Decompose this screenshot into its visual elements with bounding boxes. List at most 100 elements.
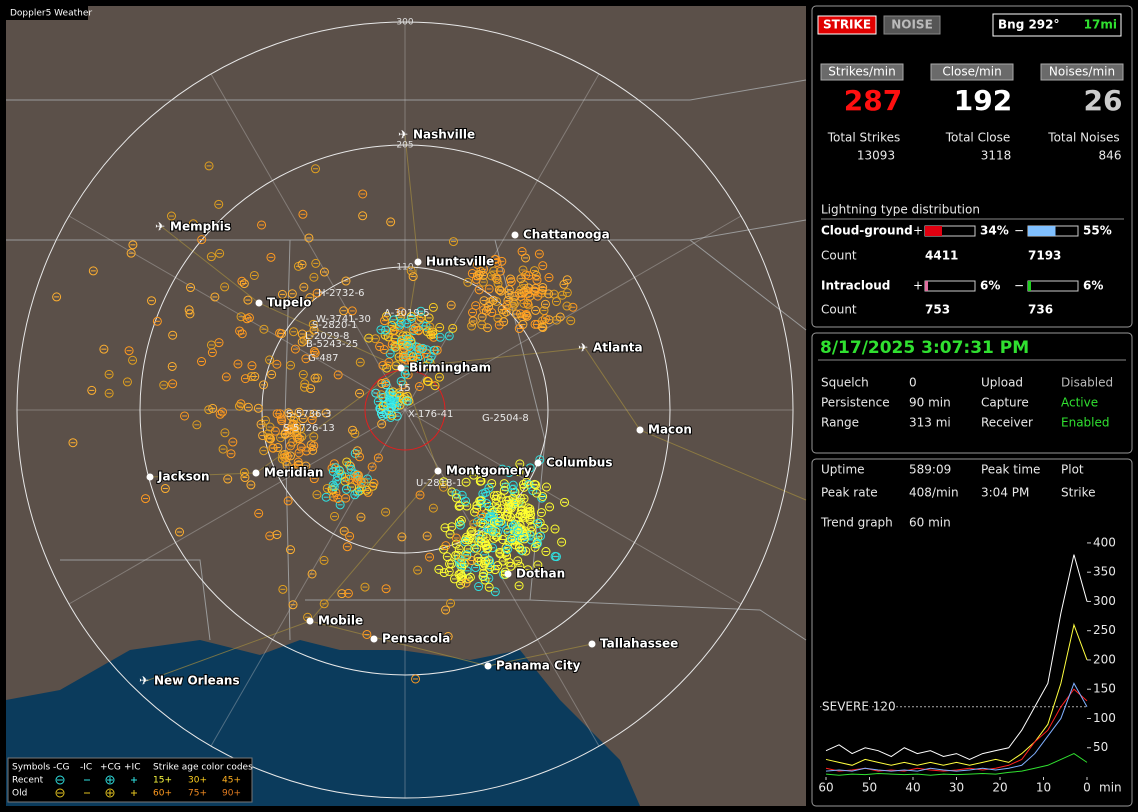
strike-symbol bbox=[381, 325, 391, 335]
strike-symbol bbox=[380, 316, 390, 326]
strike-symbol bbox=[560, 497, 570, 507]
city-label: Jackson bbox=[157, 470, 210, 484]
total-label: Total Noises bbox=[1047, 131, 1119, 145]
rate-header bbox=[1040, 63, 1124, 81]
strike-symbol bbox=[544, 289, 554, 299]
storm-label: S-2820-1 bbox=[312, 320, 357, 331]
storm-label: W-3741-30 bbox=[316, 314, 371, 325]
strike-symbol bbox=[128, 240, 138, 250]
strike-symbol bbox=[501, 543, 511, 553]
strike-symbol bbox=[304, 330, 314, 340]
strike-symbol bbox=[310, 373, 320, 383]
strike-symbol bbox=[457, 557, 467, 567]
strike-symbol bbox=[511, 309, 521, 319]
noise-button-label[interactable]: NOISE bbox=[891, 18, 933, 32]
strike-symbol bbox=[536, 508, 546, 518]
storm-label: L-2029-8 bbox=[305, 331, 349, 342]
stat: 408/min bbox=[909, 486, 959, 500]
strike-symbol bbox=[448, 237, 458, 247]
strike-symbol bbox=[472, 543, 482, 553]
strike-symbol bbox=[275, 409, 285, 419]
strike-symbol bbox=[286, 360, 296, 370]
strike-symbol bbox=[471, 563, 481, 573]
strike-symbol bbox=[210, 292, 220, 302]
strike-symbol bbox=[298, 209, 308, 219]
strike-symbol bbox=[490, 565, 500, 575]
strike-symbol bbox=[388, 387, 398, 397]
strike-symbol bbox=[385, 349, 395, 359]
total-label: Total Strikes bbox=[827, 131, 901, 145]
strike-symbol bbox=[498, 556, 508, 566]
strike-symbol bbox=[438, 482, 448, 492]
rate-label: Noises/min bbox=[1049, 65, 1115, 79]
bar-track bbox=[1027, 280, 1079, 292]
noise-button[interactable] bbox=[883, 15, 941, 35]
strike-symbol bbox=[180, 411, 190, 421]
settings: Squelch 0 Upload Disabled Persistence 90 min C… bbox=[821, 376, 1113, 430]
strike-symbol bbox=[474, 285, 484, 295]
strike-symbol bbox=[517, 247, 527, 257]
strike-symbol bbox=[260, 415, 270, 425]
strike-symbol bbox=[540, 299, 550, 309]
strike-symbol bbox=[516, 545, 526, 555]
stats-panel bbox=[811, 5, 1133, 328]
strike-symbol bbox=[455, 501, 465, 511]
strike-symbol bbox=[447, 522, 457, 532]
strike-symbol bbox=[421, 349, 431, 359]
strike-symbol bbox=[519, 287, 529, 297]
count-label: Count bbox=[821, 303, 857, 317]
strike-symbol bbox=[356, 512, 366, 522]
percent: 6% bbox=[1083, 279, 1103, 293]
stat: Strike bbox=[1061, 486, 1096, 500]
strike-symbol bbox=[184, 305, 194, 315]
app-title: Doppler5 Weather bbox=[10, 9, 92, 19]
strike-symbol bbox=[441, 605, 451, 615]
strike-button-label[interactable]: STRIKE bbox=[823, 18, 871, 32]
setting: Upload bbox=[981, 376, 1023, 390]
strike-symbol bbox=[562, 288, 572, 298]
strike-symbol bbox=[396, 318, 406, 328]
strike-symbol bbox=[525, 504, 535, 514]
strike-symbol bbox=[240, 473, 250, 483]
strike-symbol bbox=[304, 233, 314, 243]
city-label: Birmingham bbox=[409, 361, 491, 375]
strike-symbol bbox=[562, 301, 572, 311]
total-value: 13093 bbox=[857, 149, 895, 163]
strike-symbol bbox=[541, 547, 551, 557]
strike-symbol bbox=[339, 306, 349, 316]
strike-symbol bbox=[322, 483, 332, 493]
strike-symbol bbox=[484, 284, 494, 294]
strike-button[interactable] bbox=[817, 15, 877, 35]
strike-symbol bbox=[379, 345, 389, 355]
x-tick-label: 10 bbox=[1036, 781, 1051, 795]
x-tick-label: 50 bbox=[862, 781, 877, 795]
strike-symbol bbox=[277, 289, 287, 299]
strike-symbol bbox=[286, 451, 296, 461]
strike-symbol bbox=[126, 248, 136, 258]
strike-symbol bbox=[515, 459, 525, 469]
strike-symbol bbox=[422, 376, 432, 386]
strike-symbol bbox=[465, 572, 475, 582]
strike-symbol bbox=[348, 425, 358, 435]
strike-symbol bbox=[484, 483, 494, 493]
strike-symbol bbox=[294, 407, 304, 417]
strike-symbol bbox=[557, 537, 567, 547]
strike-symbol bbox=[398, 347, 408, 357]
strike-symbol bbox=[396, 307, 406, 317]
strike-symbol bbox=[467, 268, 477, 278]
strike-symbol bbox=[217, 407, 227, 417]
strike-symbol bbox=[206, 252, 216, 262]
strike-symbol bbox=[506, 502, 516, 512]
strike-symbol bbox=[309, 441, 319, 451]
legend-text: +CG bbox=[100, 763, 121, 773]
strike-symbol bbox=[159, 380, 169, 390]
strike-symbol bbox=[297, 259, 307, 269]
strike-symbol bbox=[290, 344, 300, 354]
distance: 17mi bbox=[1084, 18, 1117, 32]
strike-symbol bbox=[253, 403, 263, 413]
strike-symbol bbox=[362, 485, 372, 495]
strike-symbol bbox=[428, 503, 438, 513]
strike-symbol bbox=[518, 527, 528, 537]
strike-symbol bbox=[358, 211, 368, 221]
strike-symbol bbox=[308, 319, 318, 329]
